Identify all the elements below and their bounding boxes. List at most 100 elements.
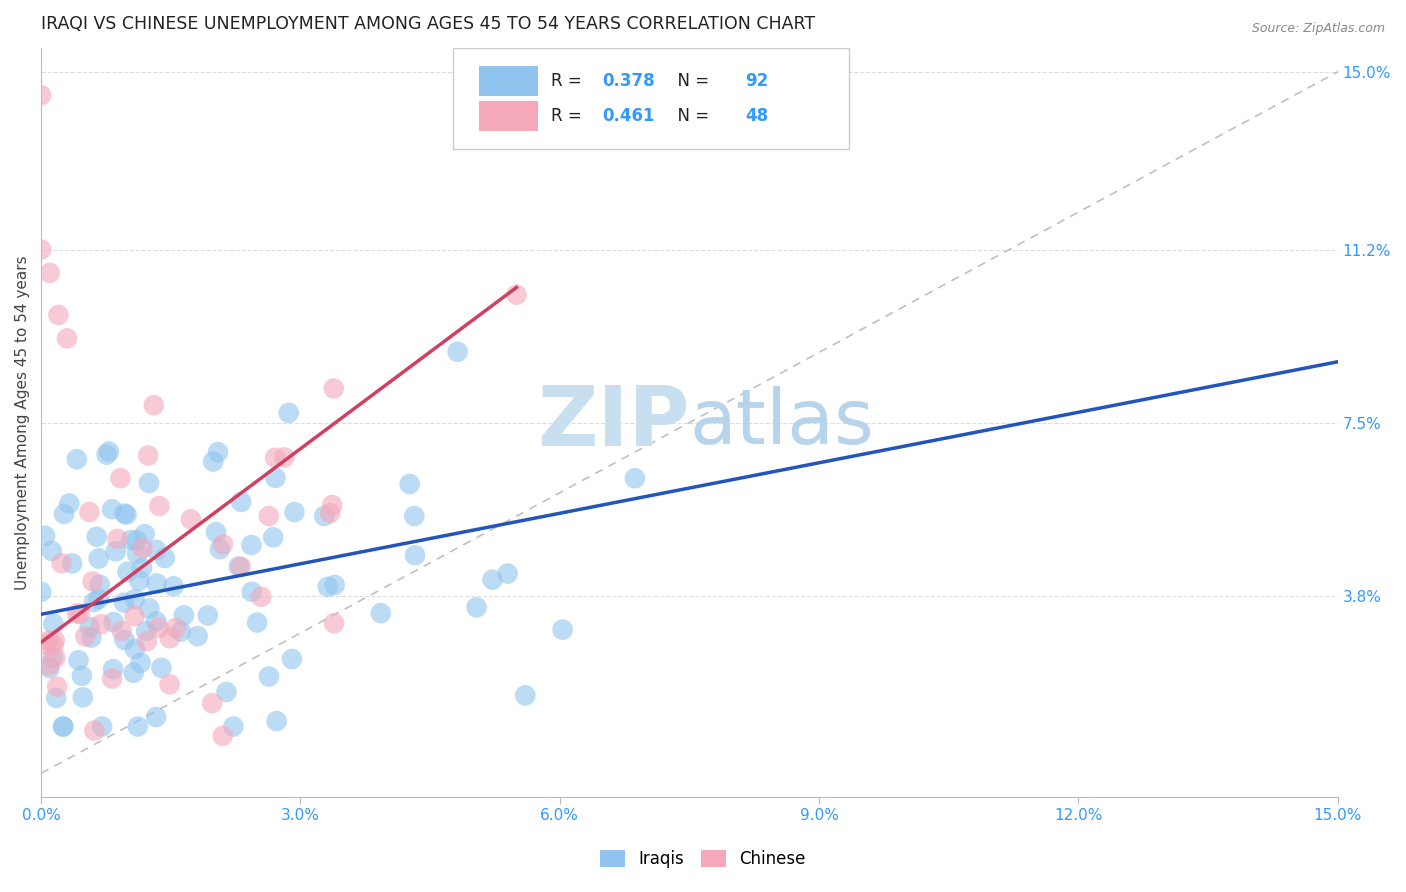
Point [56,331,79,345]
Point [80,631,103,645]
Point [131,561,153,575]
Point [66,452,89,467]
Point [53,507,76,521]
Point [51,556,73,570]
Point [58,496,80,510]
Point [446,344,468,359]
Legend: Iraqis, Chinese: Iraqis, Chinese [593,843,813,875]
Point [83,595,105,609]
Point [229,495,252,509]
Point [277,406,299,420]
Point [124,609,146,624]
Point [159,631,181,645]
Point [124,642,146,657]
Point [101,502,124,516]
Point [87,592,110,607]
Point [79,620,101,634]
Point [496,566,519,581]
Point [208,542,231,557]
Point [103,615,125,629]
Point [120,533,142,547]
Point [35,638,58,652]
Point [138,475,160,490]
Point [87,551,110,566]
Point [46,680,69,694]
FancyBboxPatch shape [454,48,849,150]
Point [162,579,184,593]
FancyBboxPatch shape [479,101,537,131]
Point [205,525,228,540]
Point [201,696,224,710]
Point [624,471,647,485]
Point [83,723,105,738]
Point [90,617,112,632]
Point [44,633,66,648]
Point [145,710,167,724]
Point [148,499,170,513]
Point [110,471,132,485]
Point [136,449,159,463]
Point [159,677,181,691]
Point [66,607,89,621]
Point [187,629,209,643]
Point [505,287,527,301]
Point [42,638,65,652]
Point [148,621,170,635]
Point [145,615,167,629]
Point [322,382,344,396]
Point [257,669,280,683]
Point [45,690,67,705]
Point [125,533,148,548]
Point [266,714,288,728]
Point [37,634,59,648]
Point [128,574,150,588]
Point [319,506,342,520]
Point [404,549,426,563]
Point [145,576,167,591]
Point [257,509,280,524]
Point [114,507,136,521]
Point [48,308,70,322]
Point [107,532,129,546]
Text: N =: N = [668,107,714,125]
Point [30,585,52,599]
Point [114,632,136,647]
Point [229,559,252,574]
Point [30,88,52,103]
Text: IRAQI VS CHINESE UNEMPLOYMENT AMONG AGES 45 TO 54 YEARS CORRELATION CHART: IRAQI VS CHINESE UNEMPLOYMENT AMONG AGES… [41,15,815,33]
Point [404,509,426,524]
Point [170,624,193,639]
Point [69,607,91,621]
Point [465,600,488,615]
Point [273,450,295,465]
Point [207,445,229,459]
Point [44,650,66,665]
Point [117,565,139,579]
Point [127,547,149,561]
FancyBboxPatch shape [479,66,537,95]
Point [42,616,65,631]
Point [264,450,287,465]
Point [211,729,233,743]
Point [131,541,153,556]
Point [150,661,173,675]
Point [89,577,111,591]
Point [86,530,108,544]
Point [222,719,245,733]
Text: ZIP: ZIP [537,382,689,463]
Point [134,527,156,541]
Point [38,661,60,675]
Point [240,584,263,599]
Text: R =: R = [551,107,586,125]
Point [38,658,60,673]
Point [124,592,146,607]
Point [91,719,114,733]
Point [173,608,195,623]
Point [52,719,75,733]
Point [316,580,339,594]
Point [153,551,176,566]
Point [135,624,157,639]
Point [122,665,145,680]
Point [180,512,202,526]
Point [138,601,160,615]
